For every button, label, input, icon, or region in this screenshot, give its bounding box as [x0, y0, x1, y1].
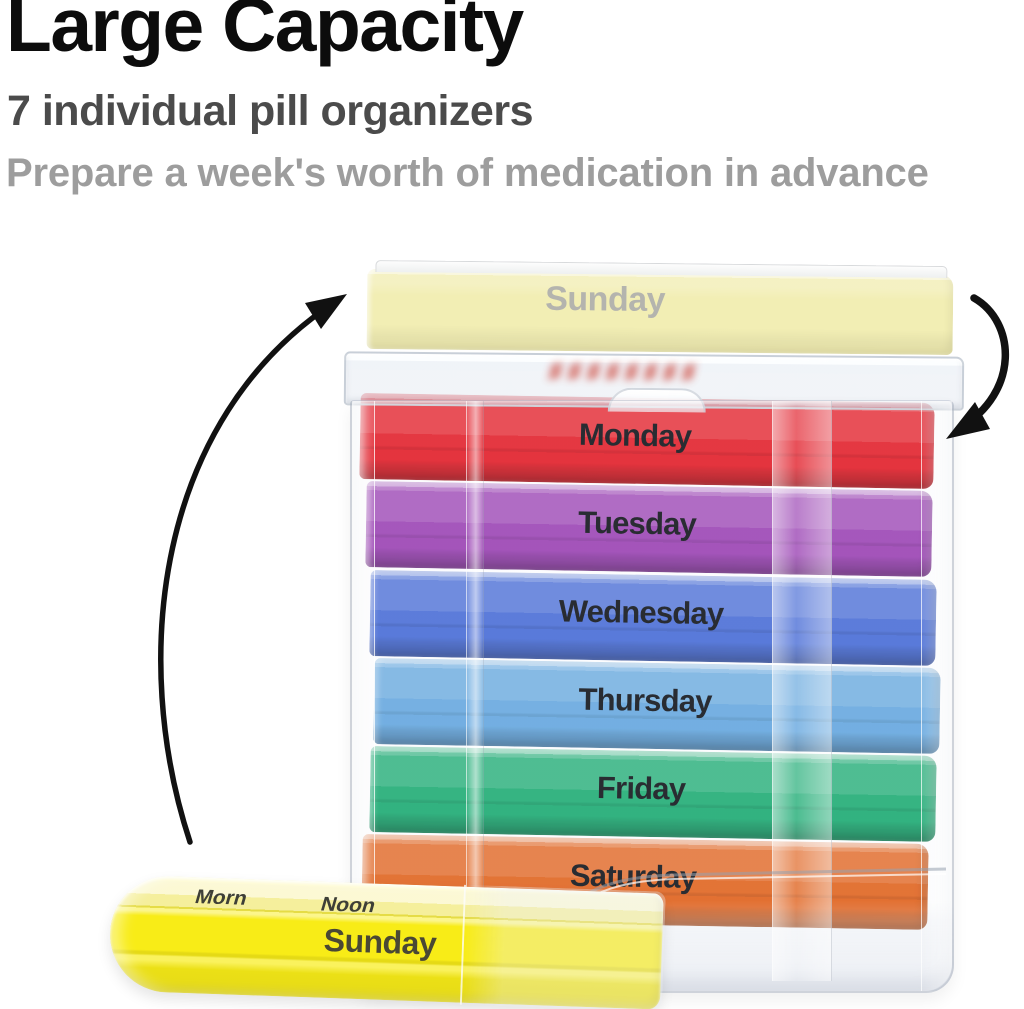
tray-monday-label: Monday: [578, 416, 692, 454]
lid-reflection-smudge: [548, 363, 702, 381]
case-front-over-tray: [459, 884, 666, 1009]
page-title: Large Capacity: [6, 0, 524, 67]
tray-sunday-pulled: Morn Noon Sunday: [108, 874, 666, 1009]
tray-wednesday-label: Wednesday: [558, 593, 724, 632]
case-lid: [343, 351, 965, 413]
tray-wednesday: Wednesday: [369, 570, 937, 666]
tray-tuesday-label: Tuesday: [577, 504, 697, 542]
tray-thursday-label: Thursday: [578, 681, 712, 719]
page-tagline: Prepare a week's worth of medication in …: [6, 151, 929, 195]
tray-friday: Friday: [369, 746, 937, 842]
curved-arrow-up-icon: [158, 294, 347, 845]
tray-tuesday: Tuesday: [365, 481, 933, 577]
tray-thursday: Thursday: [373, 658, 941, 754]
tray-sunday-top: Sunday: [366, 268, 954, 356]
lid-notch: [607, 387, 706, 413]
compartment-label-noon: Noon: [318, 893, 379, 917]
compartment-label-morn: Morn: [192, 886, 250, 910]
tray-sunday-top-label: Sunday: [545, 279, 666, 320]
page-subtitle: 7 individual pill organizers: [7, 87, 534, 135]
tray-friday-label: Friday: [596, 770, 686, 807]
